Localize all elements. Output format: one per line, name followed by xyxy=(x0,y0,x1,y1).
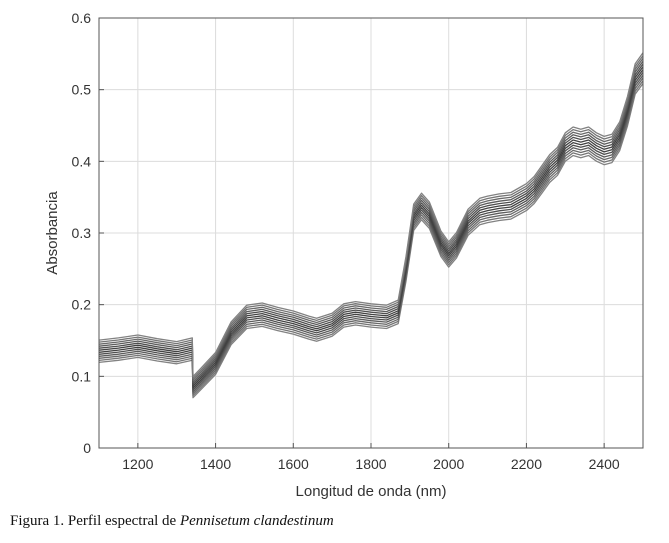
x-tick-label: 1800 xyxy=(355,456,386,472)
x-tick-label: 2000 xyxy=(433,456,464,472)
x-tick-label: 1400 xyxy=(200,456,231,472)
spectrum-line xyxy=(98,77,644,395)
figure-caption: Figura 1. Perfil espectral de Pennisetum… xyxy=(10,513,334,530)
spectrum-line xyxy=(98,74,644,393)
x-tick-label: 2400 xyxy=(589,456,620,472)
spectral-curves xyxy=(98,52,644,399)
x-axis-ticks: 1200 1400 1600 1800 2000 2200 2400 xyxy=(122,443,620,472)
caption-species: Pennisetum clandestinum xyxy=(179,513,334,529)
x-tick-label: 1200 xyxy=(122,456,153,472)
spectrum-line xyxy=(98,80,644,397)
spectral-chart: 1200 1400 1600 1800 2000 2200 2400 00.10.20.30… xyxy=(44,10,644,500)
y-tick-label: 0.1 xyxy=(72,368,92,384)
y-axis-ticks: 0 0.1 0.2 0.3 0.4 0.5 0.6 xyxy=(72,10,104,456)
x-axis-label: Longitud de onda (nm) xyxy=(296,483,447,500)
spectrum-line xyxy=(98,69,644,389)
y-tick-label: 0.6 xyxy=(72,10,92,26)
y-axis-label: Absorbancia xyxy=(44,191,61,275)
y-tick-label: 0.5 xyxy=(72,82,92,98)
spectrum-line xyxy=(98,58,644,381)
y-tick-label: 0.3 xyxy=(72,225,92,241)
x-tick-label: 2200 xyxy=(511,456,542,472)
spectrum-line xyxy=(98,66,644,387)
spectrum-line xyxy=(98,83,644,399)
y-tick-label: 0.2 xyxy=(72,297,92,313)
spectrum-line xyxy=(98,72,644,391)
y-tick-label: 0.4 xyxy=(72,153,92,169)
caption-prefix: Figura 1. Perfil espectral de xyxy=(10,513,180,529)
spectrum-line xyxy=(98,52,644,378)
spectrum-line xyxy=(98,60,644,383)
y-tick-label: 0 xyxy=(83,440,91,456)
spectrum-line xyxy=(98,63,644,385)
x-tick-label: 1600 xyxy=(278,456,309,472)
spectrum-line xyxy=(98,55,644,380)
